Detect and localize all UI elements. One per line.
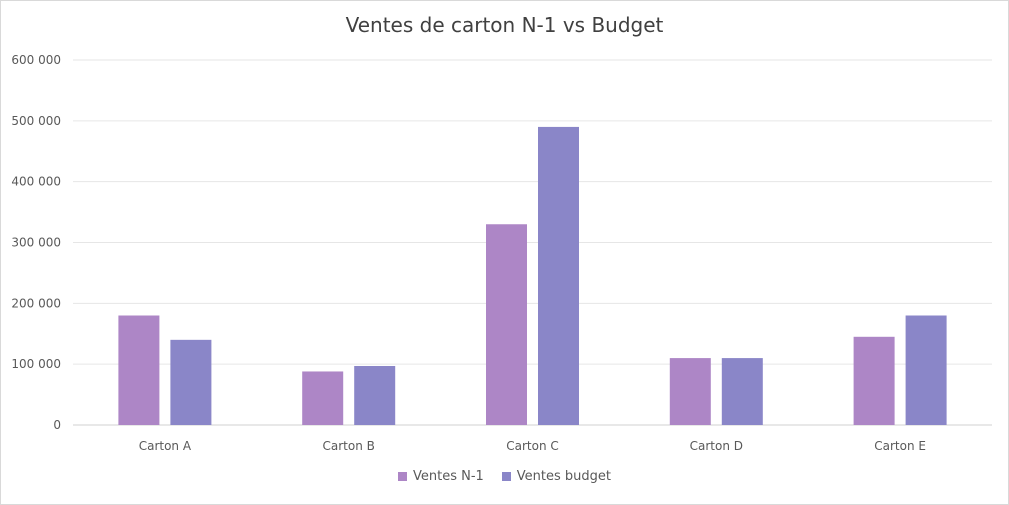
x-tick-label: Carton E [874,439,926,453]
y-tick-label: 500 000 [11,114,61,128]
x-tick-label: Carton B [323,439,375,453]
bar-2-carton-a [170,339,212,425]
chart-legend: Ventes N-1 Ventes budget [0,469,1009,484]
x-tick-label: Carton C [506,439,559,453]
bar-1-carton-b [302,371,344,425]
x-tick-label: Carton A [139,439,192,453]
legend-swatch-series-2 [501,472,511,481]
y-tick-label: 400 000 [11,175,61,189]
bar-1-carton-a [118,315,160,425]
y-tick-label: 300 000 [11,236,61,250]
bar-1-carton-e [853,336,895,425]
y-tick-label: 0 [53,418,61,432]
y-tick-label: 200 000 [11,296,61,310]
legend-swatch-series-1 [397,472,407,481]
y-tick-label: 600 000 [11,53,61,67]
bar-1-carton-d [669,358,711,425]
bar-1-carton-c [486,224,527,425]
bar-2-carton-c [538,126,579,426]
legend-label-series-1: Ventes N-1 [412,469,484,484]
y-tick-label: 100 000 [11,357,61,371]
bar-2-carton-b [354,365,396,425]
bar-2-carton-d [721,358,763,425]
legend-item-series-2: Ventes budget [501,469,612,484]
chart-title: Ventes de carton N-1 vs Budget [345,13,664,37]
legend-item-series-1: Ventes N-1 [397,469,484,484]
x-tick-label: Carton D [690,439,743,453]
legend-label-series-2: Ventes budget [516,469,612,484]
bar-2-carton-e [905,315,947,425]
